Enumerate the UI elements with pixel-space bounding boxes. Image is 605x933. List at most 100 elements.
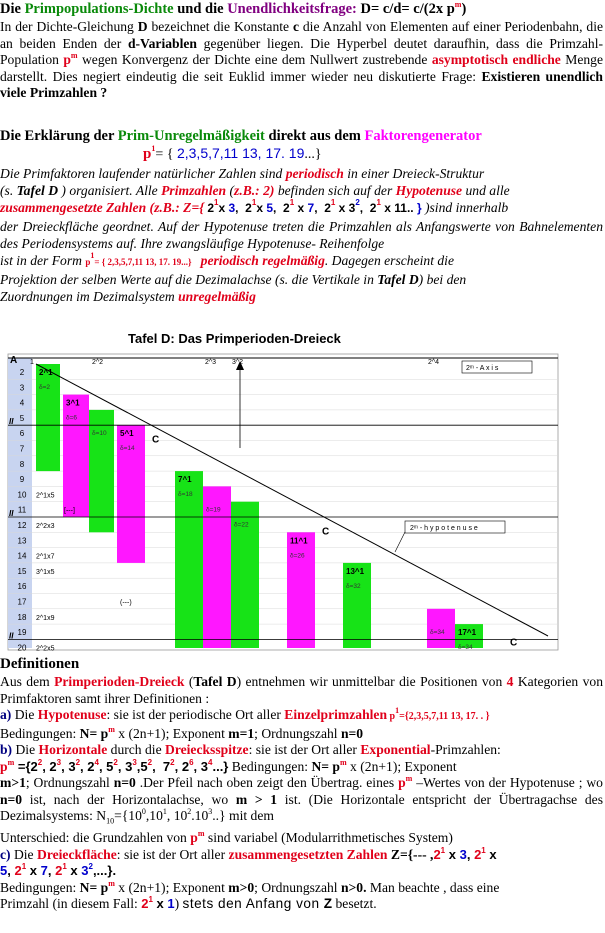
defs-triangle: Primperioden-Dreieck: [54, 674, 185, 689]
prime-bar: [231, 501, 259, 648]
s2-text: )sind innerhalb: [424, 200, 509, 216]
defs-text: ist. (Die Horizontale entspricht der Übe…: [0, 791, 603, 824]
s2-hypotenuse: Hypotenuse: [395, 183, 463, 199]
def-a-p: p: [387, 711, 396, 722]
row-number: 3: [20, 383, 25, 392]
def-b-exp: m: [7, 757, 15, 767]
prime-bar: [343, 562, 371, 648]
row-number: 11: [18, 506, 27, 515]
row-number: 19: [18, 628, 27, 637]
def-b-formula: N= p: [311, 758, 340, 774]
prime-bar-delta: δ=22: [234, 522, 249, 529]
def-c-set-open: Z={--- ,: [387, 846, 434, 862]
definitions-section: Definitionen Aus dem Primperioden-Dreiec…: [0, 656, 604, 912]
s2-tafel: Tafel D: [16, 183, 59, 199]
top-axis-label: 1: [30, 359, 34, 366]
def-c-n: n>0.: [340, 879, 367, 895]
def-c-m: m>0: [228, 879, 255, 895]
definitions-title: Definitionen: [0, 656, 80, 672]
hyp-pointer: [394, 531, 406, 553]
prime-bar-delta: δ=18: [178, 491, 193, 498]
header-text-2: und die: [173, 1, 228, 17]
prime-set: p1= { 2,3,5,7,11 13, 17. 19...}: [143, 145, 463, 164]
intro-m: m: [70, 51, 78, 60]
def-a-sup: 1: [395, 706, 400, 715]
def-b-horizontal: Horizontale: [38, 742, 108, 757]
placeholder-mark: (---): [120, 600, 132, 607]
defs-text: : sie ist der periodische Ort aller: [106, 707, 285, 722]
hyp-label-box: [404, 520, 506, 534]
row-composite-label: 2^1x5: [36, 492, 55, 499]
def-b-n2: n=0: [0, 791, 23, 807]
defs-text: x (2n+1); Exponent: [114, 879, 229, 895]
section2-term-2: Faktorengenerator: [364, 128, 482, 144]
def-c-area: Dreieckfläche: [37, 846, 117, 862]
defs-text: Primzahl (in diesem Fall:: [0, 896, 142, 912]
prime-set-close: ...}: [304, 147, 322, 162]
defs-text: Bedingungen:: [228, 758, 312, 774]
placeholder-mark: [---]: [64, 508, 75, 515]
axis-label-box: [461, 360, 533, 374]
row-composite-label: 2^2x5: [36, 645, 55, 652]
intro-text: Menge darstellt. Dies negiert eindeutig …: [0, 52, 604, 84]
row-number: 9: [20, 475, 25, 484]
def-b-n: n=0: [113, 775, 136, 790]
row-number: 2: [20, 368, 25, 377]
s2-text: ist in der Form: [0, 253, 86, 269]
defs-text: –Wertes von der Hypotenuse ; wo: [412, 775, 603, 790]
defs-text: Unterschied: die Grundzahlen von: [0, 830, 191, 846]
header-formula: D= c/d= c/(2x p: [356, 1, 455, 17]
defs-text: Die: [12, 742, 39, 757]
s2-regular: periodisch regelmäßig: [200, 253, 325, 269]
defs-text: ): [174, 896, 183, 912]
intro-text: die Anzahl von Elementen auf einer Perio…: [0, 19, 603, 51]
prime-bar-delta: δ=34: [458, 644, 473, 651]
def-b-decimal-open: ={10: [114, 808, 142, 823]
defs-text: Bedingungen:: [0, 879, 80, 895]
def-b-exponential: Exponential: [360, 742, 431, 757]
prime-set-sup: 1: [151, 144, 156, 153]
defs-text: .Der Pfeil nach oben zeigt den Übertrag.…: [135, 775, 399, 790]
prime-bar: [455, 624, 483, 648]
row-number: 16: [18, 582, 27, 591]
defs-text: durch die: [107, 742, 166, 757]
defs-tafel: Tafel D: [193, 674, 237, 689]
row-number: 15: [18, 567, 27, 576]
def-b-marker: b): [0, 742, 13, 757]
prime-bar: [203, 486, 231, 648]
def-a-n: n=0: [340, 725, 364, 741]
prime-bar-label: 7^1: [178, 475, 192, 484]
prime-bar-label: 5^1: [120, 429, 134, 438]
prime-bar-delta: δ=10: [92, 430, 107, 437]
section2-term-1: Prim-Unregelmäßigkeit: [117, 128, 265, 144]
s2-composite: zusammengesetzte Zahlen: [0, 200, 147, 216]
s2-irregular: unregelmäßig: [178, 289, 256, 305]
defs-text: Die: [10, 846, 37, 862]
s2-periodic: periodisch: [285, 166, 344, 181]
defs-text: ist, nach der Horizontalachse, wo: [22, 791, 236, 807]
defs-text: ) entnehmen wir unmittelbar die Position…: [236, 674, 507, 689]
header-text-1: Die: [0, 1, 25, 17]
top-axis-label: 2^3: [205, 359, 216, 366]
prime-set-p: p: [143, 146, 152, 162]
top-axis-label: 3^2: [232, 359, 243, 366]
corner-a: A: [10, 355, 17, 366]
intro-p: p: [63, 52, 71, 67]
def-b-apex: Dreiecksspitze: [165, 742, 249, 757]
row-composite-label: 2^2x3: [36, 523, 55, 530]
row-number: 17: [18, 598, 27, 607]
defs-text: Bedingungen:: [0, 725, 80, 741]
section2-heading-text: Die Erklärung der: [0, 128, 118, 144]
row-number: 8: [20, 460, 25, 469]
tafel-title: Tafel D: Das Primperioden-Dreieck: [128, 331, 342, 346]
def-b-sub: 10: [106, 816, 115, 826]
prime-bar-delta: δ=6: [66, 415, 77, 422]
intro-asymptotic: asymptotisch endliche: [431, 52, 561, 67]
intro-dvar: d-Variablen: [127, 35, 197, 51]
defs-text: ; Ordnungszahl: [254, 879, 341, 895]
defs-text: sind variabel (Modularrithmetisches Syst…: [204, 830, 453, 846]
defs-four: 4: [506, 674, 514, 689]
axis-label: 2ᵐ - A x i s: [466, 365, 499, 372]
defs-text: Die: [11, 707, 38, 722]
c-marker: C: [152, 435, 159, 446]
